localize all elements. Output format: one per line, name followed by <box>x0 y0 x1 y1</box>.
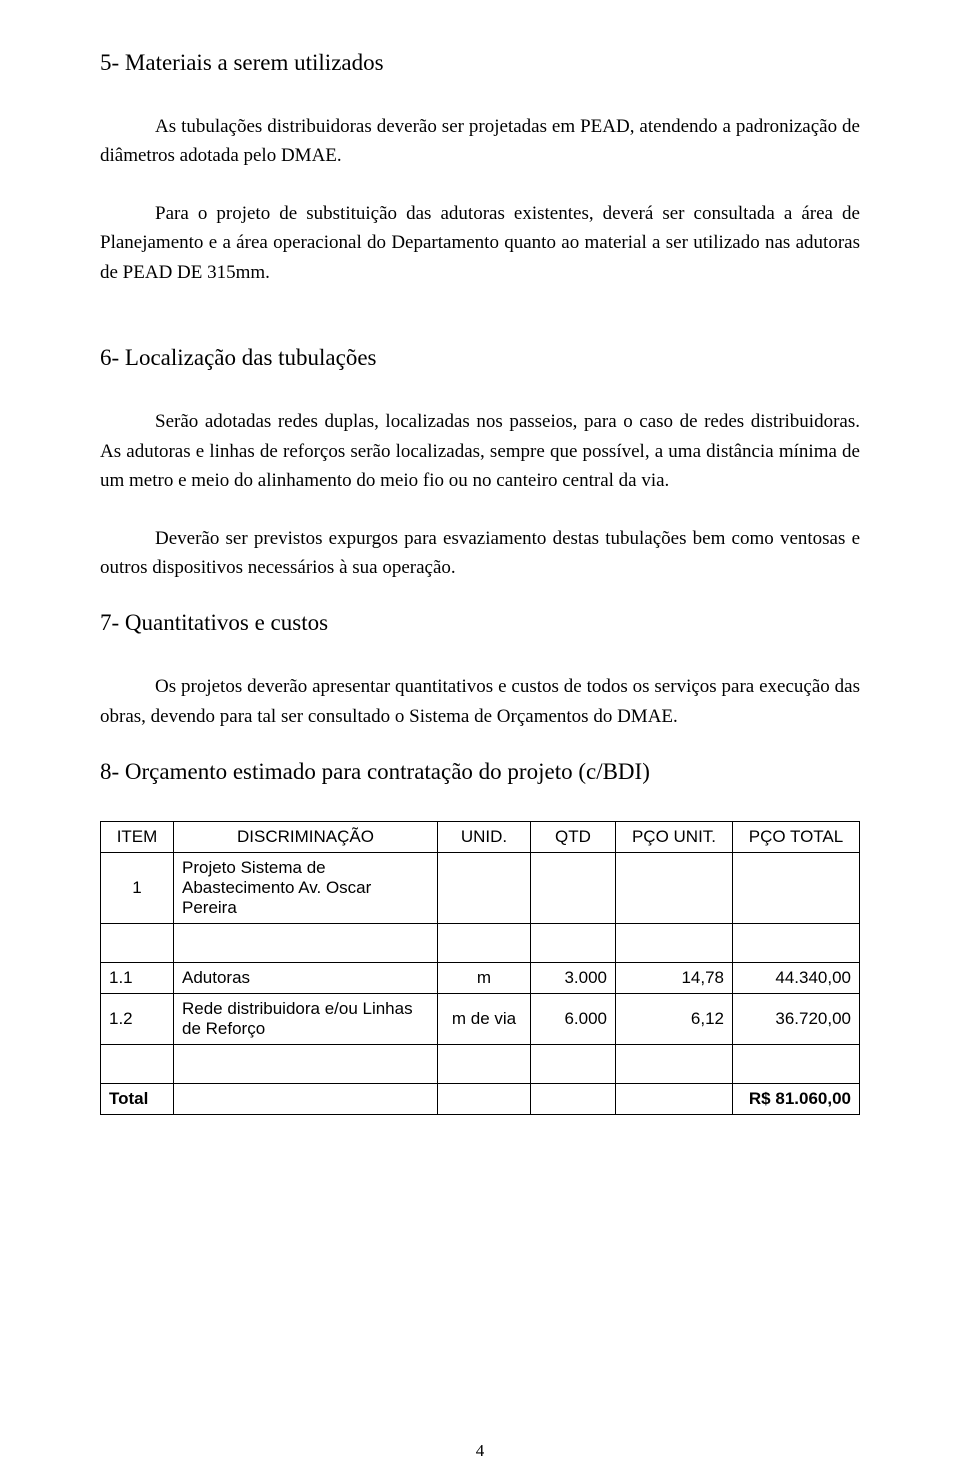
budget-table: ITEM DISCRIMINAÇÃO UNID. QTD PÇO UNIT. P… <box>100 821 860 1115</box>
section-7-title: 7- Quantitativos e custos <box>100 610 860 636</box>
th-total: PÇO TOTAL <box>733 822 860 853</box>
page-number: 4 <box>0 1441 960 1461</box>
cell-total <box>733 853 860 924</box>
cell-unit <box>616 853 733 924</box>
table-row: 1.1 Adutoras m 3.000 14,78 44.340,00 <box>101 963 860 994</box>
section-5-title: 5- Materiais a serem utilizados <box>100 50 860 76</box>
cell-unid: m <box>438 963 531 994</box>
th-disc: DISCRIMINAÇÃO <box>174 822 438 853</box>
cell-item: 1 <box>101 853 174 924</box>
cell-disc: Rede distribuidora e/ou Linhas de Reforç… <box>174 994 438 1045</box>
cell-qtd: 6.000 <box>531 994 616 1045</box>
total-value: R$ 81.060,00 <box>733 1084 860 1115</box>
section-6-p2: Deverão ser previstos expurgos para esva… <box>100 524 860 583</box>
section-6-title: 6- Localização das tubulações <box>100 345 860 371</box>
cell-total: 36.720,00 <box>733 994 860 1045</box>
table-row: 1 Projeto Sistema de Abastecimento Av. O… <box>101 853 860 924</box>
table-row: 1.2 Rede distribuidora e/ou Linhas de Re… <box>101 994 860 1045</box>
th-item: ITEM <box>101 822 174 853</box>
cell-disc: Adutoras <box>174 963 438 994</box>
cell-unid: m de via <box>438 994 531 1045</box>
page: 5- Materiais a serem utilizados As tubul… <box>0 0 960 1479</box>
cell-unit: 6,12 <box>616 994 733 1045</box>
th-unid: UNID. <box>438 822 531 853</box>
table-spacer-row <box>101 1045 860 1084</box>
table-total-row: Total R$ 81.060,00 <box>101 1084 860 1115</box>
table-spacer-row <box>101 924 860 963</box>
total-label: Total <box>101 1084 174 1115</box>
cell-item: 1.1 <box>101 963 174 994</box>
th-unit: PÇO UNIT. <box>616 822 733 853</box>
cell-total: 44.340,00 <box>733 963 860 994</box>
cell-qtd: 3.000 <box>531 963 616 994</box>
spacer <box>100 315 860 345</box>
table-header-row: ITEM DISCRIMINAÇÃO UNID. QTD PÇO UNIT. P… <box>101 822 860 853</box>
th-qtd: QTD <box>531 822 616 853</box>
cell-unit: 14,78 <box>616 963 733 994</box>
cell-disc: Projeto Sistema de Abastecimento Av. Osc… <box>174 853 438 924</box>
section-5-p2: Para o projeto de substituição das aduto… <box>100 199 860 287</box>
cell-item: 1.2 <box>101 994 174 1045</box>
section-6-p1: Serão adotadas redes duplas, localizadas… <box>100 407 860 495</box>
section-8-title: 8- Orçamento estimado para contratação d… <box>100 759 860 785</box>
section-7-p1: Os projetos deverão apresentar quantitat… <box>100 672 860 731</box>
cell-unid <box>438 853 531 924</box>
section-5-p1: As tubulações distribuidoras deverão ser… <box>100 112 860 171</box>
cell-qtd <box>531 853 616 924</box>
